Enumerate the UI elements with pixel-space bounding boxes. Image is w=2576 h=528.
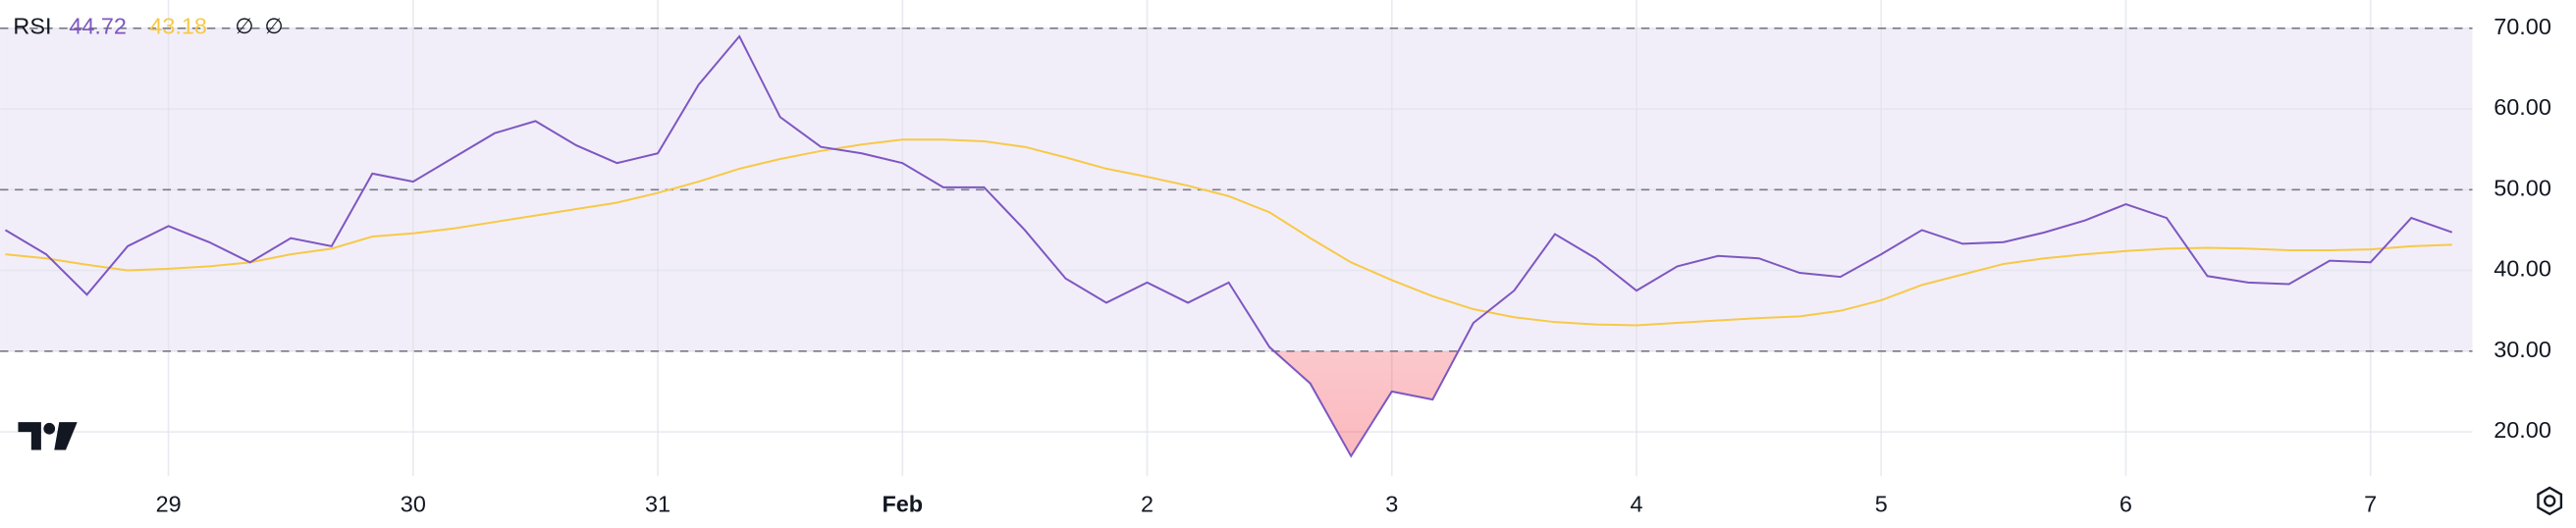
x-tick-label: Feb: [882, 492, 923, 517]
logo[interactable]: [18, 422, 78, 450]
rsi-line: [4, 34, 2453, 458]
rsi-value: 44.72: [69, 14, 127, 39]
x-tick-label: 29: [156, 492, 182, 517]
y-tick-label: 50.00: [2494, 175, 2551, 200]
y-tick-label: 30.00: [2494, 337, 2551, 362]
y-tick-label: 60.00: [2494, 94, 2551, 120]
x-tick-label: 3: [1385, 492, 1398, 517]
x-tick-label: 5: [1875, 492, 1888, 517]
y-tick-label: 70.00: [2494, 14, 2551, 39]
rsi-line: [5, 138, 2452, 327]
x-tick-label: 31: [645, 492, 671, 517]
x-tick-label: 6: [2120, 492, 2132, 517]
x-tick-label: 30: [401, 492, 426, 517]
settings-icon[interactable]: [2537, 486, 2563, 516]
flag[interactable]: ∅: [264, 14, 283, 38]
indicator-name: RSI: [13, 14, 51, 39]
y-tick-label: 40.00: [2494, 256, 2551, 282]
x-tick-label: 2: [1141, 492, 1154, 517]
flag[interactable]: ∅: [235, 14, 253, 38]
x-tick-label: 4: [1630, 492, 1642, 517]
ma-value: 43.18: [149, 14, 207, 39]
y-tick-label: 20.00: [2494, 417, 2551, 443]
x-tick-label: 7: [2364, 492, 2377, 517]
